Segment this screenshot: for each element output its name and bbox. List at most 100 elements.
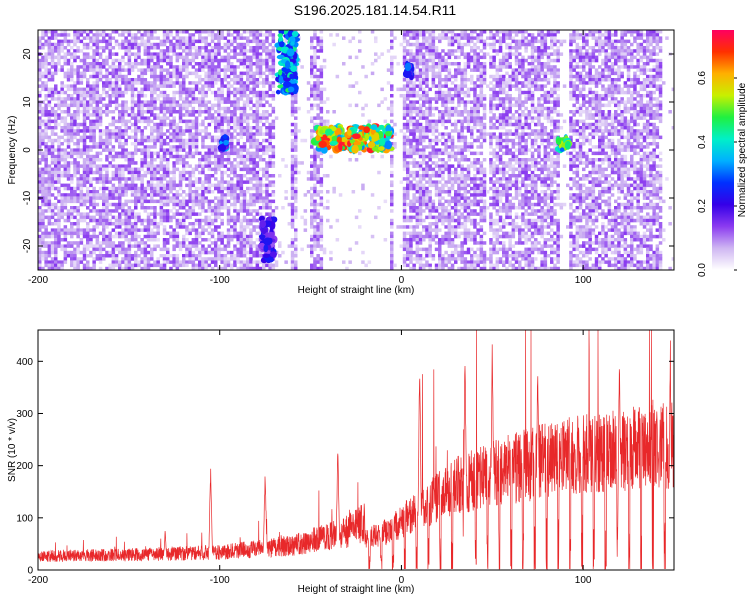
heatmap-cell: [175, 39, 180, 44]
heatmap-cell: [89, 87, 93, 92]
heatmap-cell: [399, 129, 404, 133]
heatmap-cell: [153, 78, 157, 82]
heatmap-cell: [105, 142, 109, 146]
heatmap-cell: [150, 94, 154, 98]
heatmap-cell: [198, 180, 202, 184]
heatmap-cell: [86, 266, 90, 270]
heatmap-cell: [47, 206, 52, 210]
heatmap-cell: [54, 263, 58, 268]
heatmap-cell: [255, 78, 260, 82]
heatmap-cell: [76, 39, 80, 44]
heatmap-cell: [41, 183, 45, 188]
heatmap-cell: [89, 138, 93, 143]
heatmap-cell: [226, 58, 231, 63]
heatmap-cell: [159, 167, 164, 172]
heatmap-cell: [54, 186, 58, 191]
heatmap-cell: [249, 138, 253, 143]
heatmap-cell: [86, 161, 90, 165]
heatmap-cell: [127, 65, 132, 69]
heatmap-cell: [194, 129, 199, 133]
heatmap-cell: [172, 84, 176, 88]
heatmap-cell: [194, 97, 199, 101]
heatmap-cell: [127, 30, 132, 34]
heatmap-cell: [406, 183, 410, 188]
heatmap-cell: [162, 94, 167, 98]
heatmap-cell: [169, 119, 173, 124]
heatmap-cell: [194, 180, 199, 184]
heatmap-cell: [185, 97, 189, 101]
heatmap-cell: [44, 30, 48, 34]
heatmap-cell: [118, 260, 122, 264]
heatmap-cell: [172, 65, 176, 69]
heatmap-cell: [70, 74, 74, 79]
heatmap-cell: [191, 202, 196, 207]
heatmap-cell: [153, 106, 157, 111]
heatmap-cell: [105, 42, 109, 47]
heatmap-cell: [118, 263, 122, 268]
heatmap-cell: [172, 183, 176, 188]
heatmap-cell: [361, 183, 365, 188]
heatmap-cell: [268, 33, 272, 37]
heatmap-cell: [255, 244, 260, 248]
heatmap-cell: [57, 270, 61, 274]
heatmap-cell: [290, 113, 295, 117]
heatmap-cell: [255, 116, 260, 120]
heatmap-cell: [239, 71, 244, 76]
heatmap-cell: [262, 122, 266, 127]
heatmap-cell: [130, 174, 135, 178]
heatmap-cell: [169, 151, 173, 156]
heatmap-cell: [140, 78, 144, 82]
heatmap-cell: [418, 154, 423, 159]
heatmap-cell: [415, 225, 420, 229]
heatmap-cell: [383, 238, 388, 242]
heatmap-cell: [146, 167, 151, 172]
heatmap-cell: [230, 55, 234, 60]
heatmap-cell: [130, 129, 135, 133]
heatmap-cell: [252, 260, 256, 264]
heatmap-cell: [63, 100, 68, 104]
heatmap-cell: [402, 94, 407, 98]
heatmap-cell: [415, 170, 420, 175]
heatmap-cell: [73, 199, 77, 204]
heatmap-cell: [124, 100, 128, 104]
heatmap-cell: [236, 132, 240, 136]
heatmap-cell: [258, 148, 263, 152]
heatmap-cell: [63, 126, 68, 130]
heatmap-cell: [390, 71, 394, 76]
heatmap-cell: [169, 183, 173, 188]
heatmap-cell: [217, 190, 221, 194]
heatmap-cell: [146, 199, 151, 204]
heatmap-cell: [121, 222, 125, 226]
heatmap-cell: [50, 250, 55, 255]
heatmap-cell: [111, 186, 116, 191]
heatmap-cell: [358, 39, 362, 44]
heatmap-cell: [114, 263, 119, 268]
heatmap-cell: [236, 266, 240, 270]
heatmap-cell: [121, 78, 125, 82]
heatmap-cell: [121, 74, 125, 79]
heatmap-cell: [76, 103, 80, 108]
heatmap-cell: [223, 170, 228, 175]
heatmap-cell: [70, 62, 74, 66]
heatmap-cell: [134, 250, 138, 255]
heatmap-cell: [137, 186, 141, 191]
heatmap-cell: [271, 190, 276, 194]
heatmap-cell: [374, 36, 378, 40]
heatmap-cell: [82, 135, 87, 140]
heatmap-cell: [406, 33, 410, 37]
heatmap-cell: [223, 193, 228, 197]
heatmap-cell: [406, 257, 410, 261]
heatmap-cell: [390, 103, 394, 108]
heatmap-cell: [258, 196, 263, 200]
heatmap-cell: [102, 103, 106, 108]
heatmap-cell: [134, 100, 138, 104]
heatmap-cell: [140, 257, 144, 261]
heatmap-cell: [386, 106, 391, 111]
heatmap-cell: [70, 212, 74, 216]
heatmap-cell: [92, 228, 96, 232]
heatmap-cell: [140, 218, 144, 223]
heatmap-cell: [188, 81, 192, 85]
heatmap-cell: [233, 126, 237, 130]
heatmap-cell: [95, 170, 100, 175]
heatmap-cell: [127, 222, 132, 226]
